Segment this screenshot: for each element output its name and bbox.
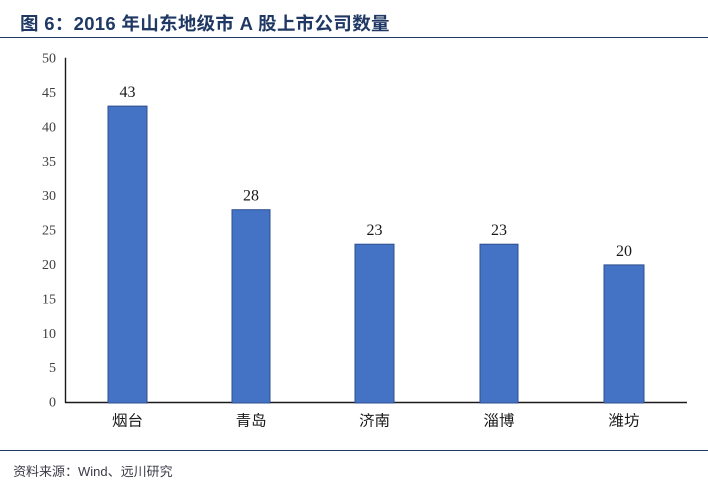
svg-text:淄博: 淄博	[483, 409, 515, 431]
svg-text:45: 45	[42, 86, 56, 101]
svg-text:青岛: 青岛	[235, 409, 266, 431]
svg-text:烟台: 烟台	[112, 409, 143, 431]
svg-text:5: 5	[49, 361, 56, 376]
svg-text:15: 15	[42, 292, 56, 307]
svg-text:23: 23	[491, 222, 507, 239]
svg-text:43: 43	[120, 84, 136, 101]
svg-text:20: 20	[42, 258, 56, 273]
svg-text:20: 20	[616, 243, 632, 260]
svg-text:28: 28	[243, 188, 259, 205]
svg-text:50: 50	[42, 52, 56, 67]
svg-text:35: 35	[42, 155, 56, 170]
svg-text:济南: 济南	[359, 409, 390, 431]
svg-text:25: 25	[42, 224, 56, 239]
svg-text:40: 40	[42, 120, 56, 135]
svg-text:23: 23	[367, 222, 383, 239]
svg-text:潍坊: 潍坊	[608, 409, 639, 431]
svg-text:10: 10	[42, 327, 56, 342]
svg-text:30: 30	[42, 189, 56, 204]
svg-text:0: 0	[49, 396, 56, 411]
